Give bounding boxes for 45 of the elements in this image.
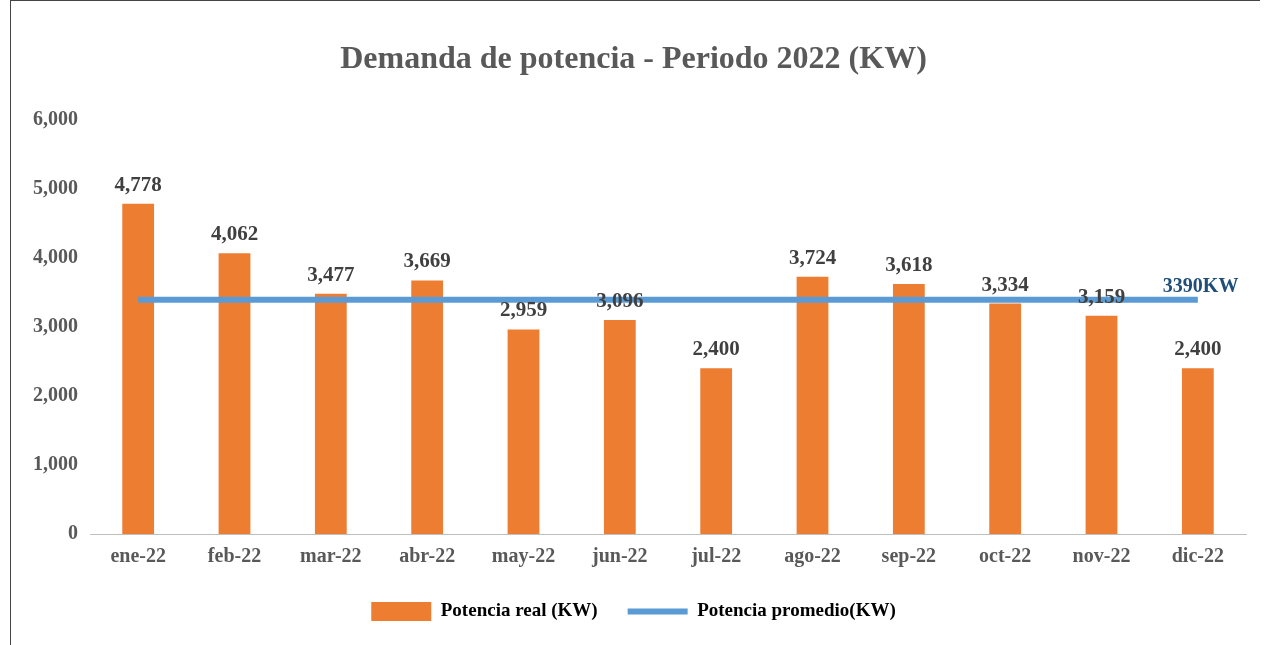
data-label: 3,334 bbox=[981, 271, 1030, 296]
x-tick-label: dic-22 bbox=[1171, 544, 1224, 567]
data-label: 3,618 bbox=[885, 251, 933, 276]
y-tick-label: 0 bbox=[68, 521, 78, 544]
data-label: 2,959 bbox=[499, 297, 548, 322]
annotation: 3390KW bbox=[1162, 273, 1239, 296]
bar bbox=[122, 203, 155, 534]
data-label: 3,724 bbox=[788, 244, 837, 269]
y-tick-label: 6,000 bbox=[33, 106, 78, 129]
chart-title: Demanda de potencia - Periodo 2022 (KW) bbox=[340, 39, 927, 76]
bar bbox=[1181, 368, 1214, 534]
data-label: 3,477 bbox=[307, 261, 355, 286]
data-label: 2,400 bbox=[1174, 336, 1222, 361]
y-tick-label: 1,000 bbox=[33, 452, 78, 475]
bar bbox=[507, 329, 540, 534]
x-tick-label: jun-22 bbox=[591, 544, 648, 568]
bar bbox=[989, 303, 1022, 534]
legend-label: Potencia real (KW) bbox=[440, 599, 598, 622]
bar bbox=[892, 284, 925, 534]
x-tick-label: nov-22 bbox=[1072, 544, 1131, 567]
x-tick-label: mar-22 bbox=[300, 544, 362, 567]
legend-label: Potencia promedio(KW) bbox=[697, 599, 896, 622]
x-tick-label: feb-22 bbox=[207, 544, 262, 567]
bar bbox=[1085, 315, 1118, 534]
x-tick-label: ago-22 bbox=[784, 544, 841, 568]
x-tick-label: sep-22 bbox=[881, 544, 937, 568]
bar bbox=[796, 276, 829, 534]
bar bbox=[218, 253, 251, 534]
y-tick-label: 5,000 bbox=[33, 175, 78, 198]
data-label: 3,669 bbox=[403, 248, 451, 273]
x-tick-label: ene-22 bbox=[110, 544, 166, 567]
data-label: 2,400 bbox=[692, 336, 740, 361]
x-tick-label: oct-22 bbox=[979, 544, 1032, 567]
bar bbox=[603, 320, 636, 534]
y-tick-label: 3,000 bbox=[33, 313, 78, 336]
data-label: 4,778 bbox=[114, 171, 162, 196]
x-tick-label: may-22 bbox=[491, 544, 556, 568]
bar bbox=[411, 280, 444, 534]
bar bbox=[314, 293, 347, 534]
x-tick-label: abr-22 bbox=[399, 544, 456, 567]
x-tick-label: jul-22 bbox=[690, 544, 742, 568]
data-label: 4,062 bbox=[210, 221, 259, 246]
y-tick-label: 4,000 bbox=[33, 244, 78, 267]
bar bbox=[700, 368, 733, 534]
y-tick-label: 2,000 bbox=[33, 382, 78, 405]
